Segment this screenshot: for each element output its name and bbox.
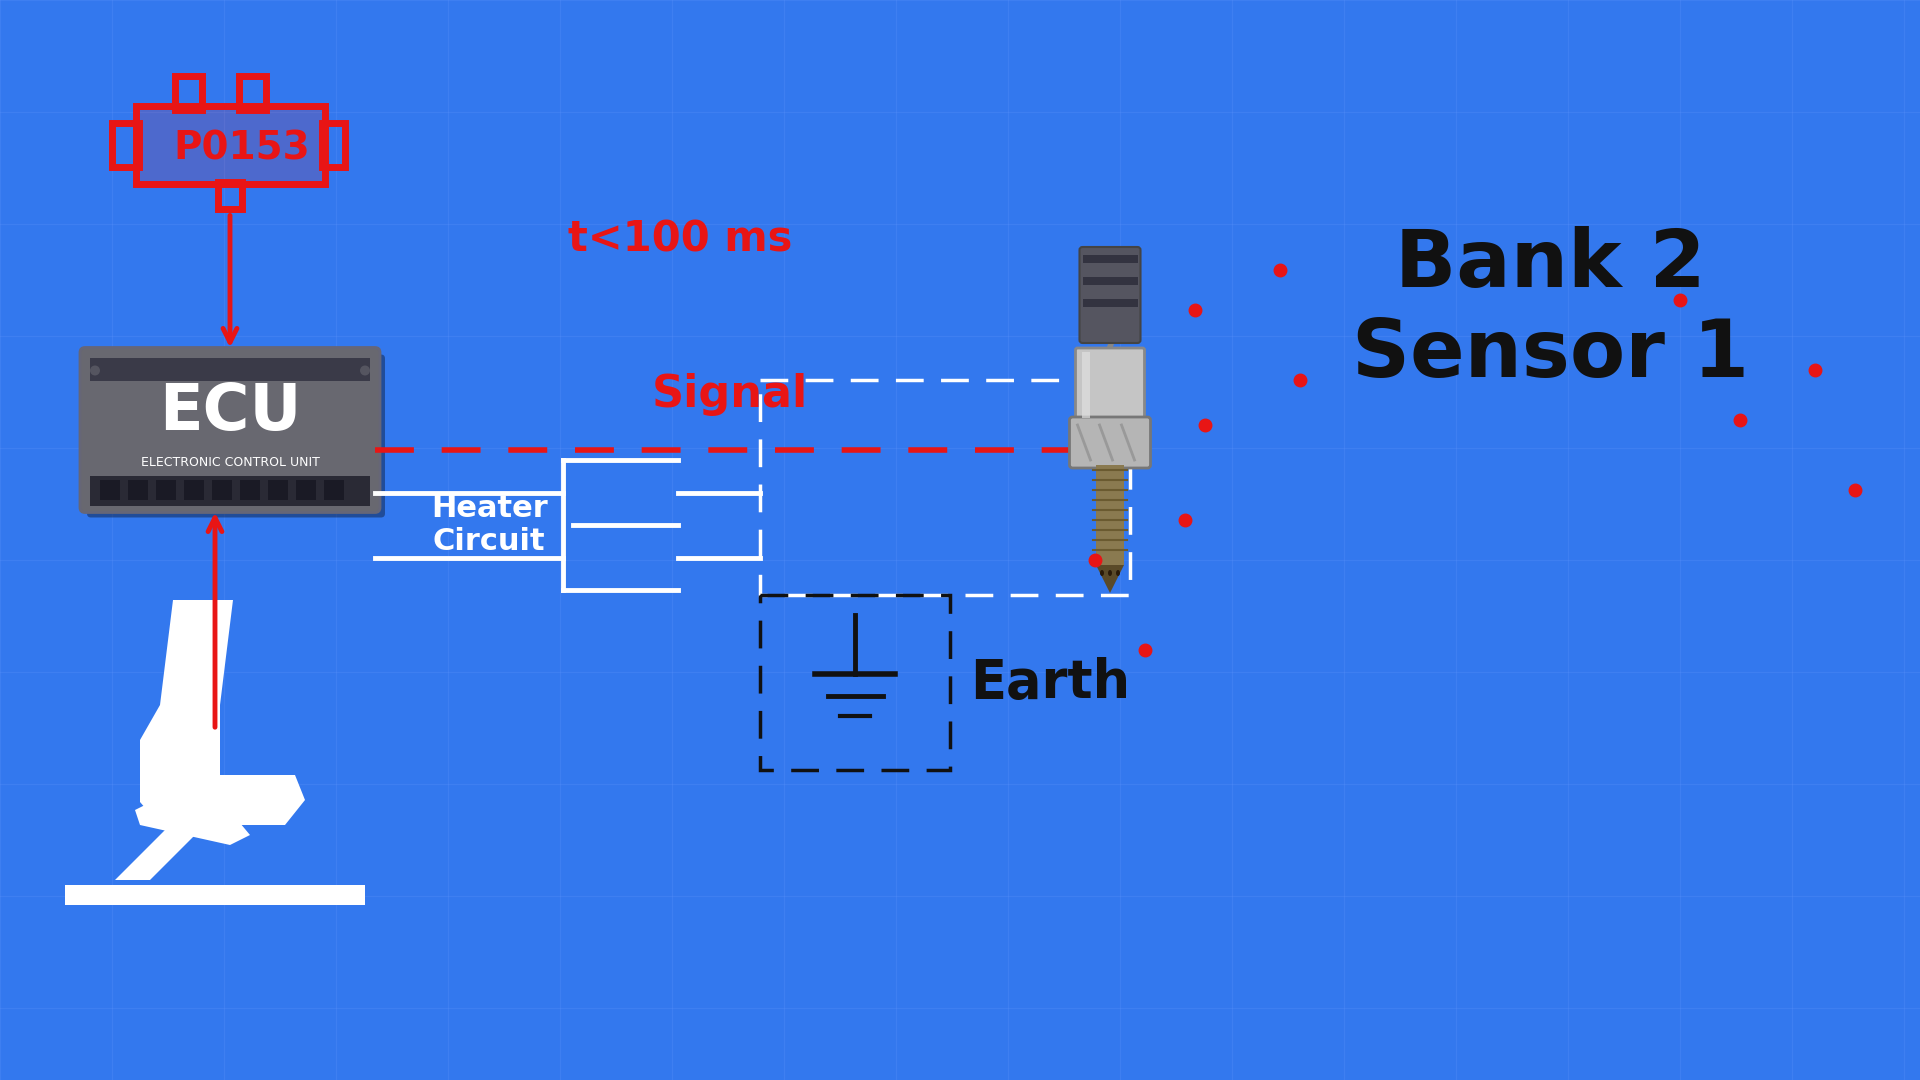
Polygon shape [159,600,232,705]
Bar [184,480,204,499]
Ellipse shape [1116,570,1119,576]
Bar [136,106,324,185]
Bar [90,475,371,505]
Bar [1081,352,1089,418]
Ellipse shape [1100,570,1104,576]
Bar [296,480,317,499]
Bar [113,123,138,166]
Bar [211,480,232,499]
Polygon shape [1096,565,1123,593]
Ellipse shape [361,365,371,376]
Text: Bank 2
Sensor 1: Bank 2 Sensor 1 [1352,226,1749,394]
Polygon shape [140,705,305,825]
Bar [760,595,950,770]
Bar [1083,299,1137,307]
Bar [240,480,259,499]
FancyBboxPatch shape [1075,348,1144,422]
Bar [175,77,202,110]
FancyBboxPatch shape [86,354,386,517]
Bar [760,380,1131,595]
Bar [1083,276,1137,285]
Ellipse shape [90,485,100,495]
Bar [269,480,288,499]
Bar [321,123,344,166]
FancyBboxPatch shape [1079,247,1140,343]
Polygon shape [115,805,225,880]
Text: ECU: ECU [159,381,301,443]
Text: Earth: Earth [970,657,1131,708]
Text: P0153: P0153 [173,129,311,167]
Bar [240,77,265,110]
Bar [129,480,148,499]
Text: Heater
Circuit: Heater Circuit [430,494,547,556]
FancyBboxPatch shape [1069,417,1150,468]
Bar [156,480,177,499]
Bar [90,357,371,381]
Bar [219,183,242,208]
Bar [136,106,324,185]
Bar [324,480,344,499]
Bar [1096,465,1123,565]
Bar [100,480,119,499]
Bar [65,885,365,905]
Bar [1083,255,1137,264]
Polygon shape [134,805,250,845]
Text: ELECTRONIC CONTROL UNIT: ELECTRONIC CONTROL UNIT [140,456,319,469]
Text: Signal: Signal [653,374,808,417]
Ellipse shape [361,485,371,495]
FancyBboxPatch shape [81,348,380,513]
Text: t<100 ms: t<100 ms [568,219,793,261]
Ellipse shape [1108,570,1112,576]
Ellipse shape [90,365,100,376]
